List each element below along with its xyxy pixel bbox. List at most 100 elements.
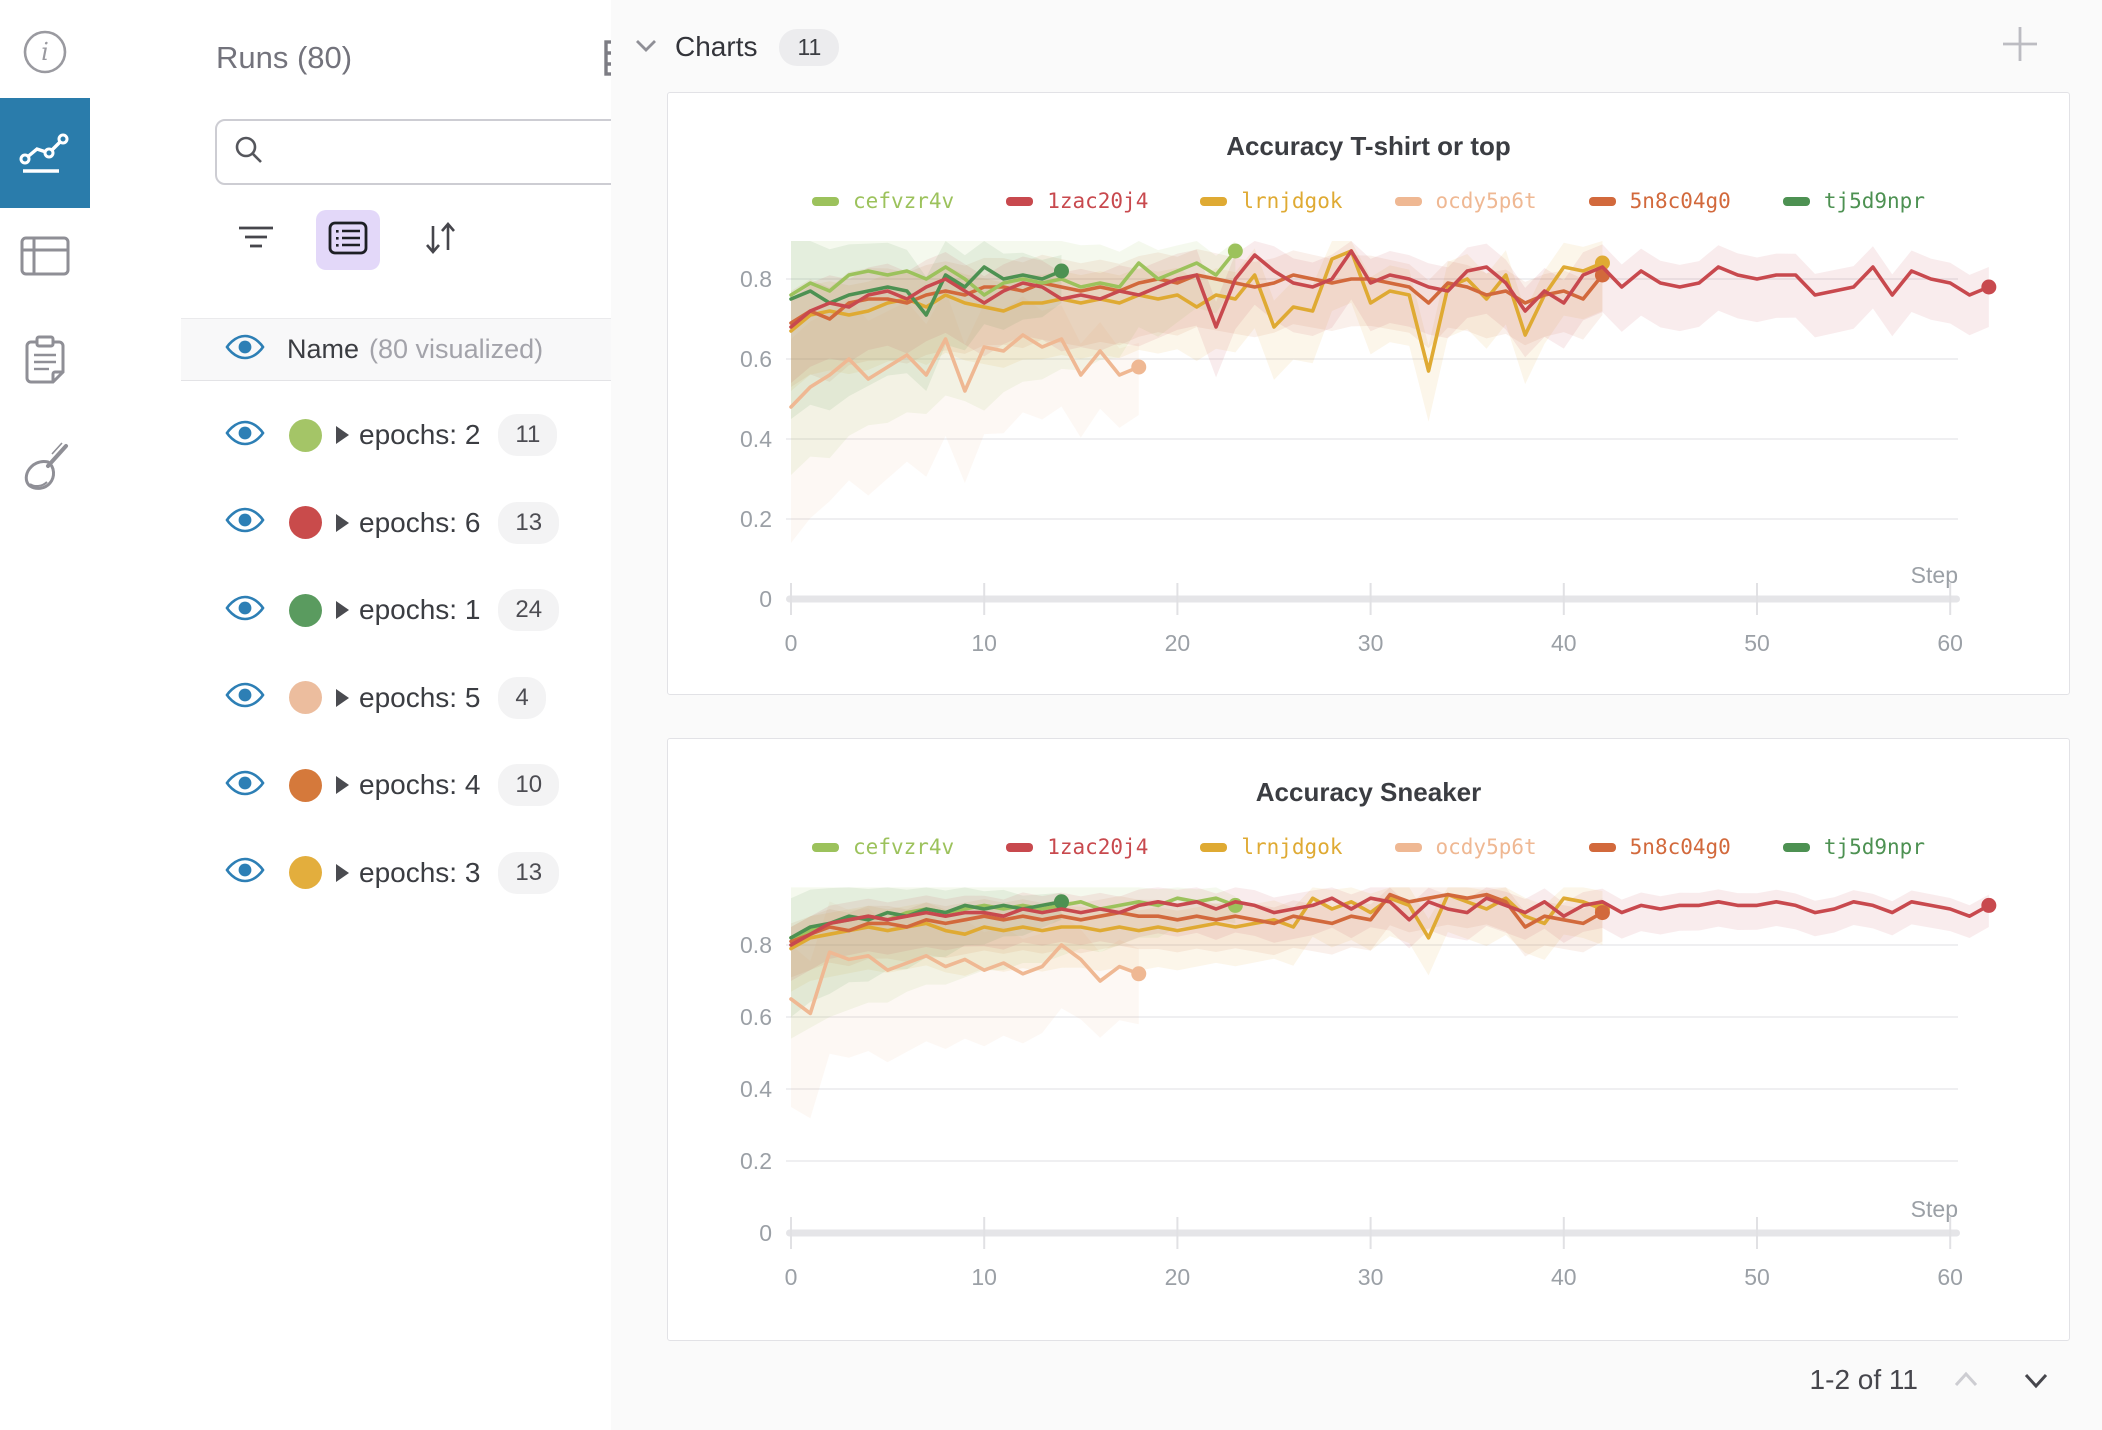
legend-item-lrnjdgok[interactable]: lrnjdgok xyxy=(1200,189,1343,213)
legend-run-name: lrnjdgok xyxy=(1241,835,1343,859)
run-group-label: epochs: 3 xyxy=(359,856,481,888)
svg-text:0.8: 0.8 xyxy=(740,266,772,292)
caret-right-icon[interactable] xyxy=(336,513,349,532)
svg-text:Step: Step xyxy=(1911,1196,1958,1222)
svg-text:0: 0 xyxy=(785,630,798,656)
line-chart-plot[interactable]: 0 10 20 30 40 50 60 0 0.2 0.4 0.6 0.8 Step xyxy=(668,93,2069,694)
svg-text:0: 0 xyxy=(785,1264,798,1290)
legend-item-5n8c04g0[interactable]: 5n8c04g0 xyxy=(1588,189,1731,213)
svg-text:40: 40 xyxy=(1551,1264,1577,1290)
visualized-count-label: (80 visualized) xyxy=(369,334,544,364)
run-group-label: epochs: 4 xyxy=(359,769,481,800)
legend-item-tj5d9npr[interactable]: tj5d9npr xyxy=(1782,189,1925,213)
list-view-icon xyxy=(328,221,368,260)
run-color-dot xyxy=(289,593,322,627)
svg-text:60: 60 xyxy=(1937,630,1963,656)
left-nav-rail: i xyxy=(0,0,91,1430)
nav-info-button[interactable]: i xyxy=(0,26,90,82)
run-count-badge: 24 xyxy=(498,589,560,631)
eye-icon[interactable] xyxy=(225,505,265,540)
add-panel-button[interactable] xyxy=(1996,22,2044,70)
svg-text:0.6: 0.6 xyxy=(740,1004,772,1030)
chevron-down-icon[interactable] xyxy=(631,30,661,65)
legend-swatch xyxy=(1006,842,1034,852)
legend-swatch xyxy=(1394,842,1422,852)
caret-right-icon[interactable] xyxy=(336,426,349,444)
run-group-label: epochs: 1 xyxy=(359,594,481,625)
eye-icon[interactable] xyxy=(225,332,265,367)
run-color-dot xyxy=(289,506,322,539)
eye-icon[interactable] xyxy=(225,680,265,715)
eye-icon[interactable] xyxy=(225,593,265,628)
legend-item-1zac20j4[interactable]: 1zac20j4 xyxy=(1006,835,1148,859)
svg-text:10: 10 xyxy=(971,1264,997,1290)
legend-item-cefvzr4v[interactable]: cefvzr4v xyxy=(812,835,954,859)
sort-button[interactable] xyxy=(408,210,472,270)
filter-button[interactable] xyxy=(224,210,288,270)
run-group-row[interactable]: epochs: 1 24 xyxy=(181,579,700,641)
svg-text:20: 20 xyxy=(1165,630,1191,656)
legend-item-5n8c04g0[interactable]: 5n8c04g0 xyxy=(1588,835,1731,859)
plus-icon xyxy=(1999,23,2041,70)
runs-search-box[interactable] xyxy=(215,119,657,185)
legend-swatch xyxy=(1394,196,1422,206)
chart-panel-accuracy-tshirt[interactable]: 0 10 20 30 40 50 60 0 0.2 0.4 0.6 0.8 Step Accuracy … xyxy=(667,92,2070,695)
charts-count-badge: 11 xyxy=(779,28,840,66)
run-group-row[interactable]: epochs: 6 13 xyxy=(181,492,700,554)
svg-text:30: 30 xyxy=(1358,1264,1384,1290)
legend-item-tj5d9npr[interactable]: tj5d9npr xyxy=(1782,835,1925,859)
run-group-label: epochs: 5 xyxy=(359,681,481,713)
charts-pagination: 1-2 of 11 xyxy=(1810,1352,2058,1408)
eye-icon[interactable] xyxy=(225,768,265,803)
clipboard-icon xyxy=(23,334,67,391)
caret-right-icon[interactable] xyxy=(336,601,349,619)
eye-icon[interactable] xyxy=(225,855,265,890)
runs-panel: Runs (80) xyxy=(90,0,700,1430)
svg-text:0: 0 xyxy=(759,586,772,612)
nav-logs-button[interactable] xyxy=(0,332,90,392)
chart-panel-accuracy-sneaker[interactable]: 0 10 20 30 40 50 60 0 0.2 0.4 0.6 0.8 Step Accuracy … xyxy=(667,738,2070,1341)
run-group-label: epochs: 6 xyxy=(359,506,481,538)
legend-item-cefvzr4v[interactable]: cefvzr4v xyxy=(812,189,954,213)
search-icon xyxy=(233,134,265,171)
legend-swatch xyxy=(1782,842,1810,852)
chart-title: Accuracy T-shirt or top xyxy=(1226,131,1511,161)
svg-text:0.4: 0.4 xyxy=(740,1076,772,1102)
legend-swatch xyxy=(1588,196,1616,206)
name-column-label: Name xyxy=(287,334,360,364)
run-group-row[interactable]: epochs: 2 11 xyxy=(181,404,700,466)
legend-swatch xyxy=(1200,842,1228,852)
svg-text:i: i xyxy=(41,38,49,66)
legend-swatch xyxy=(812,842,840,852)
charts-section-header[interactable]: Charts 11 xyxy=(631,24,840,70)
runs-panel-title: Runs (80) xyxy=(216,40,353,75)
legend-run-name: 1zac20j4 xyxy=(1047,835,1149,859)
caret-right-icon[interactable] xyxy=(336,776,349,794)
legend-item-1zac20j4[interactable]: 1zac20j4 xyxy=(1006,189,1148,213)
legend-item-ocdy5p6t[interactable]: ocdy5p6t xyxy=(1394,189,1537,213)
eye-icon[interactable] xyxy=(225,418,265,453)
runs-search-input[interactable] xyxy=(277,137,639,167)
caret-right-icon[interactable] xyxy=(336,688,349,707)
legend-run-name: cefvzr4v xyxy=(853,189,955,213)
nav-table-button[interactable] xyxy=(0,230,90,286)
legend-run-name: tj5d9npr xyxy=(1823,189,1925,213)
nav-sweeps-button[interactable] xyxy=(0,438,90,502)
legend-item-lrnjdgok[interactable]: lrnjdgok xyxy=(1200,835,1343,859)
line-chart-plot[interactable]: 0 10 20 30 40 50 60 0 0.2 0.4 0.6 0.8 Step xyxy=(668,739,2069,1340)
run-color-dot xyxy=(289,418,322,452)
run-group-row[interactable]: epochs: 4 10 xyxy=(181,754,700,816)
pagination-next-button[interactable] xyxy=(2014,1358,2058,1402)
nav-charts-button[interactable] xyxy=(0,98,90,208)
run-group-row[interactable]: epochs: 3 13 xyxy=(181,842,700,904)
run-color-dot xyxy=(289,681,322,714)
run-count-badge: 4 xyxy=(498,676,546,719)
run-color-dot xyxy=(289,856,322,889)
caret-right-icon[interactable] xyxy=(336,863,349,882)
legend-item-ocdy5p6t[interactable]: ocdy5p6t xyxy=(1394,835,1537,859)
group-list-toggle-button[interactable] xyxy=(316,210,380,270)
svg-text:Step: Step xyxy=(1911,562,1958,588)
pagination-prev-button[interactable] xyxy=(1944,1358,1988,1402)
run-group-row[interactable]: epochs: 5 4 xyxy=(181,667,700,729)
svg-text:30: 30 xyxy=(1358,630,1384,656)
